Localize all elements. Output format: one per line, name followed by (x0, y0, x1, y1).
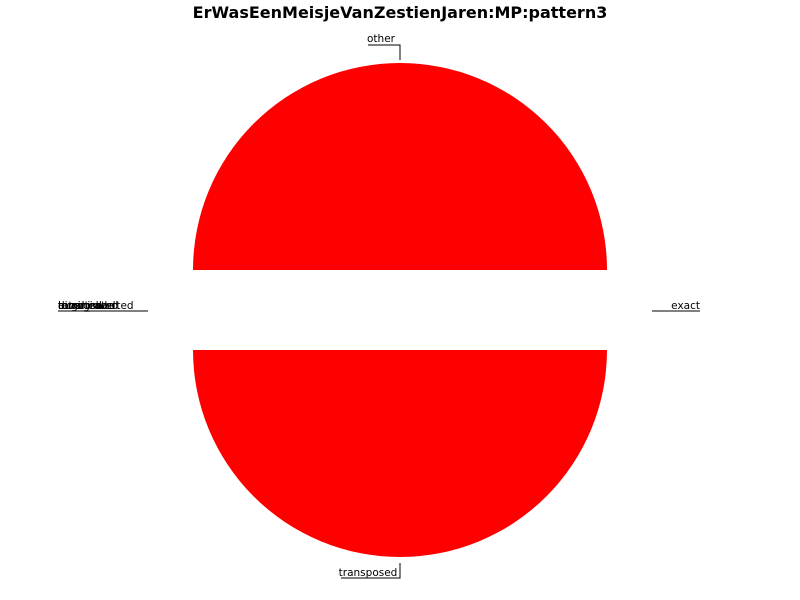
slice-label-transposed: transposed (339, 567, 398, 579)
pie-slices (193, 63, 607, 557)
pie-slice-transposed (193, 350, 607, 557)
leader-line-transposed (341, 563, 401, 579)
leader-line-other (368, 44, 401, 60)
slice-label-augmented: augmented (58, 300, 118, 312)
slice-label-retrograde: retrograde (58, 300, 114, 312)
chart-title: ErWasEenMeisjeVanZestienJaren:MP:pattern… (193, 3, 608, 22)
slice-label-tonal-inverted: tonal_inverted (58, 300, 134, 312)
slice-label-exact: exact (671, 300, 700, 312)
slice-label-diminished: diminished (58, 300, 116, 312)
slice-labels: other exact transposed tonaltonal_invertedi… (58, 33, 700, 579)
slice-label-inverted: inverted (58, 300, 102, 312)
slice-label-tonal: tonal (58, 300, 85, 312)
pie-slice-other (193, 63, 607, 270)
slice-label-other: other (367, 33, 396, 45)
